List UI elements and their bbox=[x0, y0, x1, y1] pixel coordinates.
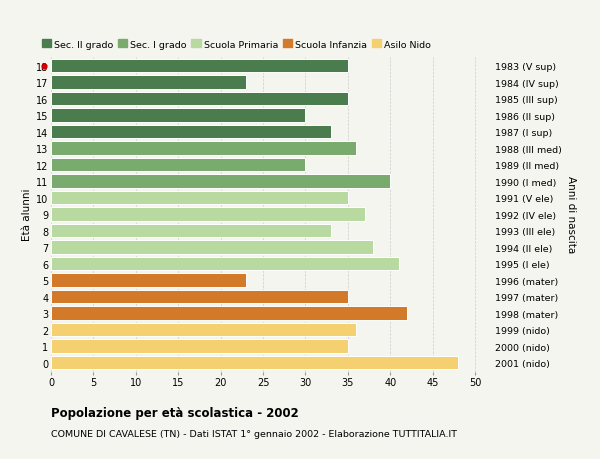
Bar bbox=[51, 142, 356, 156]
Bar bbox=[51, 60, 348, 73]
Bar bbox=[51, 175, 390, 188]
Bar bbox=[51, 257, 399, 271]
Bar bbox=[51, 208, 365, 221]
Text: Popolazione per età scolastica - 2002: Popolazione per età scolastica - 2002 bbox=[51, 406, 299, 419]
Bar bbox=[51, 307, 407, 320]
Bar bbox=[51, 158, 305, 172]
Bar bbox=[51, 356, 458, 369]
Y-axis label: Età alunni: Età alunni bbox=[22, 188, 32, 241]
Bar bbox=[51, 125, 331, 139]
Legend: Sec. II grado, Sec. I grado, Scuola Primaria, Scuola Infanzia, Asilo Nido: Sec. II grado, Sec. I grado, Scuola Prim… bbox=[41, 40, 431, 50]
Text: COMUNE DI CAVALESE (TN) - Dati ISTAT 1° gennaio 2002 - Elaborazione TUTTITALIA.I: COMUNE DI CAVALESE (TN) - Dati ISTAT 1° … bbox=[51, 429, 457, 438]
Bar bbox=[51, 93, 348, 106]
Bar bbox=[51, 274, 246, 287]
Bar bbox=[51, 109, 305, 123]
Y-axis label: Anni di nascita: Anni di nascita bbox=[566, 176, 575, 253]
Bar bbox=[51, 191, 348, 205]
Bar bbox=[51, 224, 331, 238]
Bar bbox=[51, 340, 348, 353]
Bar bbox=[51, 290, 348, 304]
Bar bbox=[51, 241, 373, 254]
Bar bbox=[51, 76, 246, 90]
Bar bbox=[51, 323, 356, 336]
